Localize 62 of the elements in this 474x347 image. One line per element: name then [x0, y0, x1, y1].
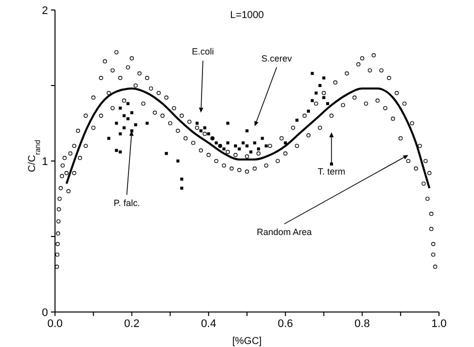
- x-axis-title: [%GC]: [232, 336, 262, 347]
- point: [130, 111, 134, 114]
- point: [176, 160, 180, 162]
- point: [114, 122, 118, 125]
- point: [122, 126, 126, 130]
- x-tick-label: 0.2: [124, 318, 140, 330]
- point: [284, 141, 287, 144]
- x-tick-label: 0.0: [47, 318, 63, 330]
- point: [222, 147, 226, 150]
- x-tick-label: 0.8: [354, 318, 370, 330]
- point: [118, 150, 122, 154]
- point: [238, 147, 241, 150]
- annotation: P. falc.: [114, 198, 140, 208]
- point: [180, 186, 184, 190]
- y-tick-label: 2: [42, 5, 48, 17]
- chart-title: L=1000: [230, 10, 264, 21]
- point: [207, 132, 210, 136]
- point: [257, 147, 260, 150]
- point: [314, 92, 318, 95]
- annotation: S.cerev: [261, 53, 292, 64]
- point: [322, 96, 326, 100]
- point: [122, 114, 126, 118]
- line-series: [66, 88, 430, 190]
- point: [226, 141, 230, 144]
- point: [199, 129, 202, 132]
- point: [107, 136, 110, 140]
- point: [326, 102, 330, 106]
- annotation: Random Area: [256, 226, 312, 237]
- point: [118, 106, 122, 110]
- point: [295, 118, 298, 122]
- y-tick-label: 0: [42, 307, 48, 319]
- point: [164, 152, 168, 155]
- x-tick-label: 0.4: [200, 318, 216, 330]
- point: [226, 122, 230, 125]
- point: [134, 123, 138, 126]
- point: [234, 144, 237, 148]
- annotation: E.coli: [192, 46, 214, 57]
- point: [264, 144, 268, 148]
- point: [306, 110, 310, 113]
- point: [318, 84, 322, 87]
- point: [322, 76, 326, 80]
- point: [126, 102, 130, 106]
- point: [114, 148, 118, 152]
- point: [146, 122, 149, 125]
- x-tick-label: 0.6: [278, 318, 294, 330]
- point: [253, 141, 256, 144]
- x-tick-label: 1.0: [431, 318, 447, 330]
- point: [180, 178, 184, 181]
- y-tick-label: 1: [42, 156, 48, 168]
- point: [214, 141, 218, 144]
- point: [310, 99, 314, 102]
- annotation: T. term: [318, 166, 346, 176]
- point: [249, 150, 252, 154]
- point: [246, 129, 248, 132]
- point: [310, 72, 314, 75]
- point: [242, 141, 245, 144]
- point: [203, 126, 206, 130]
- point: [246, 144, 248, 148]
- point: [260, 136, 264, 140]
- point: [126, 117, 130, 120]
- point: [118, 132, 122, 136]
- point: [196, 122, 199, 125]
